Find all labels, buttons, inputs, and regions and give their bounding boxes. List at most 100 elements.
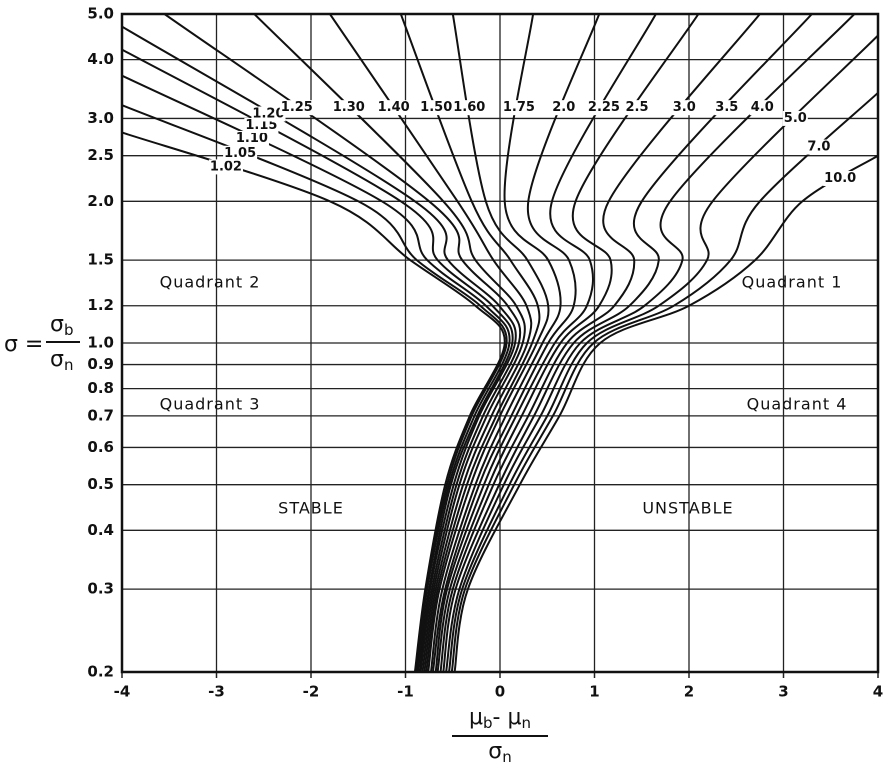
curve-label-bg	[714, 100, 740, 116]
curve-label-group: 10.0	[823, 171, 858, 186]
curve	[431, 14, 601, 672]
curve-label-bg	[501, 100, 536, 116]
symbol: σ	[488, 739, 502, 764]
label-part: σn	[488, 739, 511, 766]
subscript: b	[64, 321, 74, 339]
subscript: n	[64, 356, 74, 374]
curve	[448, 34, 878, 672]
x-tick-label: -1	[397, 683, 414, 701]
curve	[163, 14, 522, 672]
curve-label: 1.10	[236, 131, 268, 146]
curve	[253, 14, 526, 672]
curve-label-bg	[331, 100, 366, 116]
symbol: σ	[50, 312, 64, 337]
curve-label-bg	[208, 159, 243, 175]
curve-label-group: 3.5	[714, 100, 740, 116]
x-tick-label: -3	[208, 683, 225, 701]
curve	[122, 25, 517, 672]
subscript: b	[483, 714, 493, 732]
curve-label-group: 2.25	[586, 100, 621, 116]
curve-label-group: 1.10	[234, 130, 269, 146]
curve	[430, 14, 562, 672]
subscript: n	[502, 748, 512, 766]
curve-label-group: 5.0	[782, 110, 808, 126]
y-tick-label: 2.0	[87, 192, 114, 210]
curve	[445, 14, 856, 672]
annotation: Quadrant 2	[160, 273, 261, 292]
curve	[450, 92, 878, 672]
curve-label: 3.0	[673, 100, 696, 115]
y-tick-label: 5.0	[87, 5, 114, 23]
curve	[453, 154, 878, 672]
symbol: μ	[469, 705, 483, 730]
curve-label-bg	[671, 100, 697, 116]
curve-label: 1.40	[378, 100, 410, 115]
curve	[399, 14, 541, 672]
curve-label-group: 1.40	[376, 100, 411, 116]
y-tick-label: 1.2	[87, 296, 114, 314]
curve-label-bg	[279, 100, 314, 116]
curve-label-group: 1.30	[331, 100, 366, 116]
curve-label: 7.0	[807, 140, 830, 155]
y-tick-label: 3.0	[87, 109, 114, 127]
x-tick-label: 2	[684, 683, 694, 701]
curve-label-bg	[223, 145, 258, 161]
curve-label-bg	[376, 100, 411, 116]
y-tick-label: 2.5	[87, 146, 114, 164]
curve-label-group: 2.0	[551, 100, 577, 116]
x-tick-label: 3	[778, 683, 788, 701]
curve-label: 1.25	[281, 100, 313, 115]
annotation: Quadrant 3	[160, 395, 261, 414]
curve-label-group: 1.75	[501, 100, 536, 116]
y-tick-label: 0.7	[87, 406, 114, 424]
curve-label: 2.25	[588, 100, 620, 115]
y-tick-label: 0.2	[87, 663, 114, 681]
x-tick-label: 4	[873, 683, 883, 701]
curve	[122, 74, 511, 672]
curve-label: 1.30	[333, 100, 365, 115]
x-tick-label: -2	[303, 683, 320, 701]
symbol: σ	[50, 347, 64, 372]
curve-label: 4.0	[751, 100, 774, 115]
curve	[436, 14, 700, 672]
curve	[122, 131, 506, 672]
x-tick-label: 0	[495, 683, 505, 701]
curve-label-group: 1.50	[419, 100, 454, 116]
y-tick-label: 1.5	[87, 251, 114, 269]
subscript: n	[521, 714, 531, 732]
curve-label-group: 1.05	[223, 145, 258, 161]
curve-label-group: 1.02	[208, 159, 243, 175]
curve-label-group: 2.5	[624, 100, 650, 116]
annotation: Quadrant 1	[742, 273, 843, 292]
curve-label: 1.05	[224, 146, 256, 161]
curves	[122, 14, 878, 672]
curve-label: 10.0	[824, 171, 856, 186]
annotation: STABLE	[278, 499, 344, 518]
y-tick-label: 1.0	[87, 334, 114, 352]
symbol: - μ	[493, 705, 522, 730]
curve-label-group: 4.0	[749, 100, 775, 116]
curve-label-bg	[624, 100, 650, 116]
plot-frame	[120, 12, 880, 674]
y-tick-label: 4.0	[87, 50, 114, 68]
curve-label-group: 1.25	[279, 100, 314, 116]
curve-label-bg	[452, 100, 487, 116]
curve	[439, 14, 761, 672]
curve	[442, 14, 813, 672]
label-part: σb	[50, 312, 73, 339]
curve-label-group: 1.20	[251, 106, 286, 122]
curve-label: 5.0	[784, 111, 807, 126]
curve-label-group: 7.0	[806, 139, 832, 155]
curve	[434, 14, 657, 672]
curve-label-group: 3.0	[671, 100, 697, 116]
curve-label: 3.5	[715, 100, 738, 115]
curve	[427, 14, 550, 672]
curve-label-group: 1.15	[244, 117, 279, 133]
curve	[329, 14, 533, 672]
curve-label-bg	[823, 171, 858, 186]
y-label-lhs: σ =	[4, 332, 43, 357]
curve-label-group: 1.60	[452, 100, 487, 116]
curve-label-bg	[782, 110, 808, 126]
